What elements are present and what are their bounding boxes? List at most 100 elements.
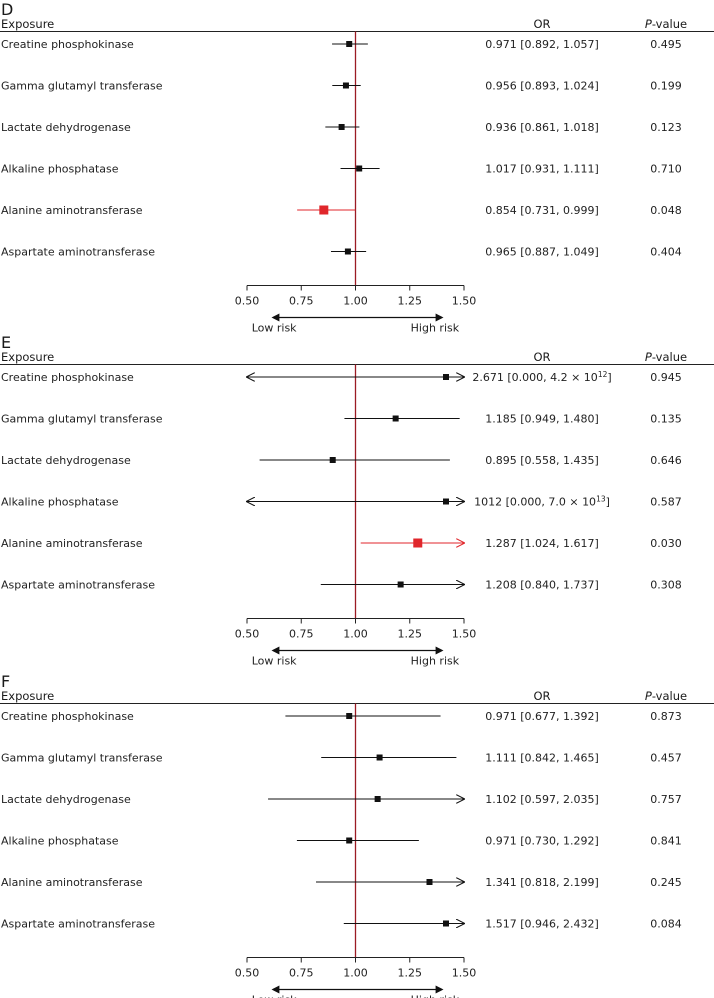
p-value: 0.945 bbox=[650, 371, 682, 384]
panel-letter: D bbox=[1, 0, 13, 19]
or-ci-value: 0.854 [0.731, 0.999] bbox=[485, 204, 599, 217]
x-tick-label: 1.25 bbox=[398, 295, 423, 308]
p-value: 0.308 bbox=[650, 579, 682, 592]
or-ci-value: 1.111 [0.842, 1.465] bbox=[485, 752, 599, 765]
p-value: 0.404 bbox=[650, 246, 682, 259]
exposure-label: Aspartate aminotransferase bbox=[1, 918, 155, 931]
or-ci-value: 0.965 [0.887, 1.049] bbox=[485, 246, 599, 259]
point-estimate bbox=[329, 457, 336, 463]
or-ci-value: 1.341 [0.818, 2.199] bbox=[485, 876, 599, 889]
point-estimate bbox=[346, 837, 353, 844]
x-tick-label: 0.50 bbox=[235, 967, 260, 980]
column-header-p-value: P-value bbox=[645, 17, 687, 31]
exposure-label: Alkaline phosphatase bbox=[1, 835, 119, 848]
point-estimate bbox=[413, 538, 423, 548]
exposure-label: Alkaline phosphatase bbox=[1, 163, 119, 176]
exposure-label: Lactate dehydrogenase bbox=[1, 454, 131, 467]
point-estimate bbox=[426, 879, 433, 885]
high-risk-label: High risk bbox=[411, 994, 460, 998]
x-tick-label: 1.00 bbox=[343, 628, 368, 641]
panel-letter: F bbox=[1, 672, 10, 691]
x-tick-label: 0.75 bbox=[289, 295, 314, 308]
column-header-or: OR bbox=[533, 350, 550, 364]
or-ci-value: 1012 [0.000, 7.0 × 1013] bbox=[474, 495, 610, 509]
column-header-exposure: Exposure bbox=[1, 689, 54, 703]
or-ci-value: 1.208 [0.840, 1.737] bbox=[485, 579, 599, 592]
point-estimate bbox=[342, 82, 349, 89]
or-ci-value: 0.971 [0.677, 1.392] bbox=[485, 710, 599, 723]
or-ci-value: 2.671 [0.000, 4.2 × 1012] bbox=[472, 370, 611, 384]
x-tick-label: 0.50 bbox=[235, 295, 260, 308]
x-tick-label: 1.50 bbox=[452, 967, 477, 980]
low-risk-label: Low risk bbox=[252, 655, 297, 668]
point-estimate bbox=[344, 248, 351, 255]
point-estimate bbox=[356, 165, 363, 172]
column-header-p-value: P-value bbox=[645, 350, 687, 364]
x-tick-label: 0.75 bbox=[289, 967, 314, 980]
high-risk-label: High risk bbox=[411, 655, 460, 668]
point-estimate bbox=[376, 754, 383, 761]
x-tick-label: 1.00 bbox=[343, 295, 368, 308]
column-header-exposure: Exposure bbox=[1, 17, 54, 31]
point-estimate bbox=[443, 498, 449, 505]
exposure-label: Alanine aminotransferase bbox=[1, 204, 143, 217]
or-ci-value: 1.517 [0.946, 2.432] bbox=[485, 918, 599, 931]
x-tick-label: 0.50 bbox=[235, 628, 260, 641]
or-ci-value: 0.971 [0.730, 1.292] bbox=[485, 835, 599, 848]
high-risk-label: High risk bbox=[411, 322, 460, 335]
p-value: 0.048 bbox=[650, 204, 682, 217]
point-estimate bbox=[443, 920, 449, 927]
point-estimate bbox=[338, 124, 345, 130]
panel-letter: E bbox=[1, 333, 11, 352]
x-tick-label: 1.50 bbox=[452, 628, 477, 641]
point-estimate bbox=[346, 713, 353, 719]
p-value: 0.199 bbox=[650, 80, 682, 93]
p-value: 0.646 bbox=[650, 454, 682, 467]
low-risk-label: Low risk bbox=[252, 322, 297, 335]
column-header-exposure: Exposure bbox=[1, 350, 54, 364]
point-estimate bbox=[319, 205, 329, 215]
p-value: 0.710 bbox=[650, 163, 682, 176]
exposure-label: Lactate dehydrogenase bbox=[1, 793, 131, 806]
point-estimate bbox=[443, 374, 449, 380]
exposure-label: Alanine aminotransferase bbox=[1, 876, 143, 889]
low-risk-label: Low risk bbox=[252, 994, 297, 998]
p-value: 0.757 bbox=[650, 793, 682, 806]
p-value: 0.135 bbox=[650, 413, 682, 426]
exposure-label: Aspartate aminotransferase bbox=[1, 579, 155, 592]
p-value: 0.457 bbox=[650, 752, 682, 765]
x-tick-label: 1.25 bbox=[398, 628, 423, 641]
column-header-or: OR bbox=[533, 17, 550, 31]
exposure-label: Alanine aminotransferase bbox=[1, 537, 143, 550]
or-ci-value: 0.971 [0.892, 1.057] bbox=[485, 38, 599, 51]
exposure-label: Creatine phosphokinase bbox=[1, 38, 134, 51]
p-value: 0.841 bbox=[650, 835, 682, 848]
point-estimate bbox=[346, 41, 353, 47]
column-header-or: OR bbox=[533, 689, 550, 703]
exposure-label: Creatine phosphokinase bbox=[1, 710, 134, 723]
or-ci-value: 1.017 [0.931, 1.111] bbox=[485, 163, 599, 176]
p-value: 0.245 bbox=[650, 876, 682, 889]
x-tick-label: 1.00 bbox=[343, 967, 368, 980]
p-value: 0.587 bbox=[650, 496, 682, 509]
p-value: 0.084 bbox=[650, 918, 682, 931]
point-estimate bbox=[374, 796, 381, 802]
or-ci-value: 0.895 [0.558, 1.435] bbox=[485, 454, 599, 467]
exposure-label: Gamma glutamyl transferase bbox=[1, 752, 163, 765]
p-value: 0.495 bbox=[650, 38, 682, 51]
or-ci-value: 1.102 [0.597, 2.035] bbox=[485, 793, 599, 806]
p-value: 0.873 bbox=[650, 710, 682, 723]
x-tick-label: 0.75 bbox=[289, 628, 314, 641]
column-header-p-value: P-value bbox=[645, 689, 687, 703]
x-tick-label: 1.50 bbox=[452, 295, 477, 308]
or-ci-value: 1.185 [0.949, 1.480] bbox=[485, 413, 599, 426]
exposure-label: Alkaline phosphatase bbox=[1, 496, 119, 509]
exposure-label: Aspartate aminotransferase bbox=[1, 246, 155, 259]
exposure-label: Creatine phosphokinase bbox=[1, 371, 134, 384]
exposure-label: Lactate dehydrogenase bbox=[1, 121, 131, 134]
exposure-label: Gamma glutamyl transferase bbox=[1, 80, 163, 93]
x-tick-label: 1.25 bbox=[398, 967, 423, 980]
